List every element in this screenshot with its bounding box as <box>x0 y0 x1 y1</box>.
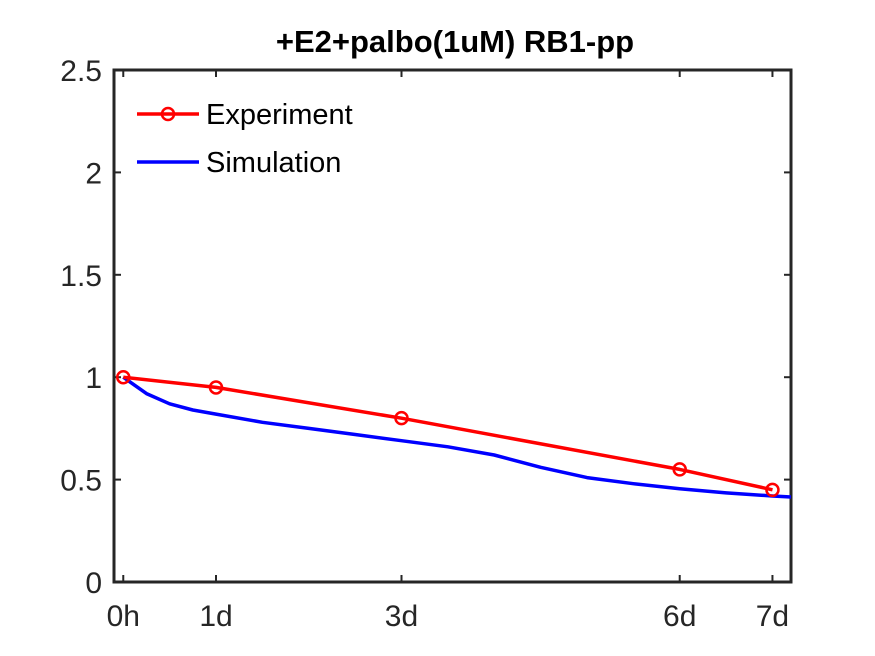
y-tick-label: 0.5 <box>60 465 102 498</box>
x-tick-label: 3d <box>385 600 418 633</box>
x-tick-label: 7d <box>756 600 789 633</box>
legend-experiment-label: Experiment <box>206 99 353 131</box>
plot-area-frame <box>112 68 793 584</box>
chart-title: +E2+palbo(1uM) RB1-pp <box>276 24 634 59</box>
experiment-point <box>208 380 224 395</box>
series-layer <box>116 369 792 499</box>
legend: Experiment Simulation <box>137 99 353 179</box>
experiment-point <box>394 410 409 426</box>
x-tick-label: 6d <box>663 600 696 633</box>
experiment-point <box>672 462 687 477</box>
y-tick-label: 1.5 <box>60 260 102 293</box>
legend-simulation-label: Simulation <box>206 147 341 179</box>
y-axis: 0 0.5 1 1.5 2 2.5 <box>60 55 791 600</box>
experiment-line <box>123 375 773 492</box>
x-axis: 0h 1d 3d 6d 7d <box>107 70 789 633</box>
y-tick-label: 2.5 <box>60 55 102 88</box>
experiment-point <box>116 369 131 385</box>
y-tick-label: 2 <box>85 157 102 190</box>
x-tick-label: 1d <box>199 600 232 633</box>
simulation-line <box>122 375 792 499</box>
y-tick-label: 1 <box>85 362 102 395</box>
x-tick-label: 0h <box>107 600 140 633</box>
experiment-point <box>765 482 780 498</box>
y-tick-label: 0 <box>85 567 102 600</box>
legend-experiment-marker <box>160 106 176 122</box>
